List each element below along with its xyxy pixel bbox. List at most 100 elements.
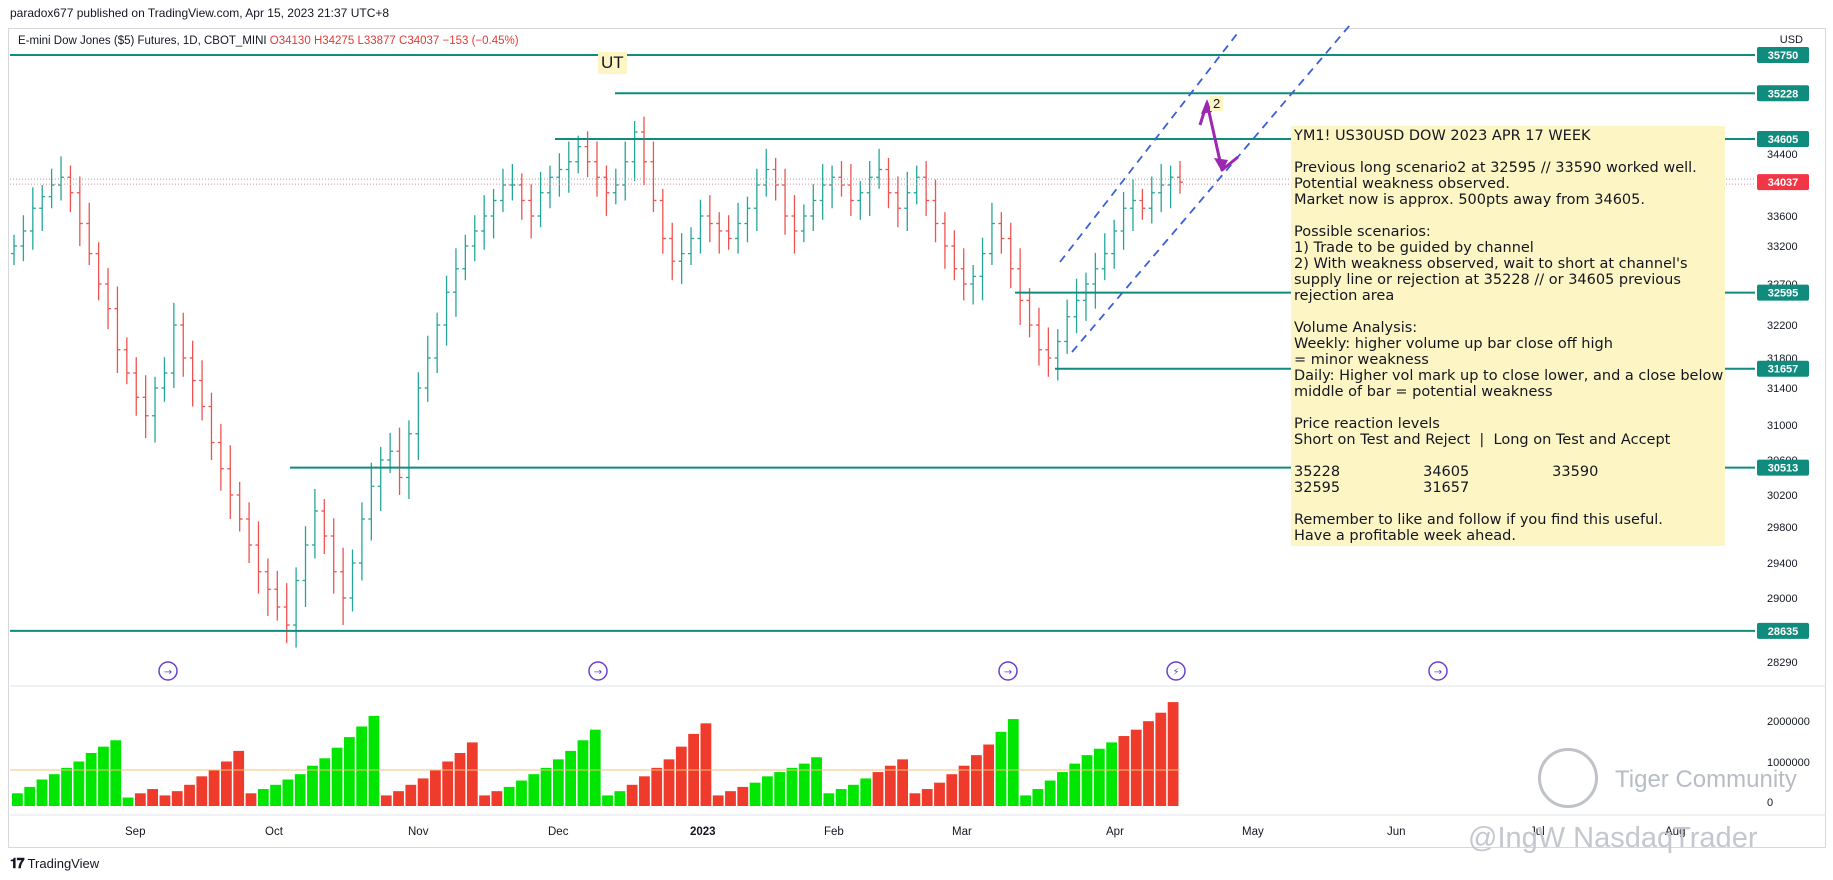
watermark-community: Tiger Community (1615, 766, 1797, 793)
price-tick-label: 33600 (1767, 211, 1798, 223)
volume-bar (761, 776, 773, 806)
ut-annotation: UT (598, 52, 627, 74)
volume-bar (257, 789, 269, 806)
volume-bar (1155, 712, 1167, 806)
note-line: Possible scenarios: (1294, 224, 1431, 240)
volume-bar (651, 767, 663, 806)
level-price-tag (1757, 47, 1809, 63)
volume-bar (663, 759, 675, 806)
note-line: Price reaction levels (1294, 416, 1440, 432)
tiger-logo-icon (1538, 748, 1598, 808)
symbol-name[interactable]: E-mini Dow Jones ($5) Futures, 1D, CBOT_… (18, 35, 267, 47)
volume-bar (331, 747, 343, 806)
price-tick-label: 32200 (1767, 320, 1798, 332)
note-line: Remember to like and follow if you find … (1294, 512, 1663, 528)
level-price-label: 35228 (1768, 88, 1799, 100)
volume-bar (1032, 789, 1044, 806)
volume-bar (528, 774, 540, 806)
volume-bar (393, 791, 404, 806)
volume-bar (466, 742, 478, 806)
note-line (1294, 144, 1722, 160)
volume-bar (626, 784, 638, 806)
close-value: C34037 (399, 35, 440, 47)
volume-bar (811, 757, 822, 806)
note-line: Daily: Higher vol mark up to close lower… (1294, 368, 1724, 384)
last-price-tag (1757, 174, 1809, 191)
price-tick-label: 33200 (1767, 241, 1798, 253)
volume-bar (417, 778, 429, 806)
event-icon-glyph: ⚡ (1172, 667, 1179, 678)
volume-bar (946, 774, 958, 806)
time-tick-label: Jun (1387, 826, 1406, 838)
volume-bar (749, 782, 761, 806)
time-tick-label: Nov (408, 826, 429, 838)
note-line: Volume Analysis: (1294, 320, 1418, 336)
note-line: 32595 31657 (1294, 480, 1470, 496)
price-tick-label: 28290 (1767, 657, 1798, 669)
volume-bar (1167, 702, 1179, 806)
volume-bar (1057, 772, 1068, 806)
volume-bar (970, 755, 982, 806)
volume-bar (221, 761, 232, 806)
volume-bar (897, 759, 909, 806)
price-tick-label: 30200 (1767, 490, 1798, 502)
note-line (1294, 304, 1722, 320)
event-icon (158, 661, 178, 681)
footer-brand[interactable]: TradingView (27, 856, 100, 871)
volume-bar (614, 791, 626, 806)
analysis-note[interactable]: YM1! US30USD DOW 2023 APR 17 WEEK Previo… (1291, 126, 1725, 546)
channel-lower-line (1071, 24, 1351, 353)
level-price-label: 31657 (1768, 364, 1799, 376)
volume-bar (233, 750, 245, 806)
volume-bar (73, 761, 85, 806)
price-tick-label: 29400 (1767, 558, 1798, 570)
time-tick-label: May (1242, 826, 1264, 838)
volume-bar (995, 731, 1007, 806)
last-price-label: 34037 (1768, 177, 1799, 189)
note-line (1294, 496, 1722, 512)
volume-bar (552, 759, 564, 806)
price-tick-label: 29000 (1767, 593, 1798, 605)
footer: 𝟏𝟕 TradingView (10, 855, 99, 872)
volume-bar (1143, 721, 1154, 806)
volume-bar (454, 753, 466, 806)
volume-bar (442, 761, 454, 806)
volume-bar (1106, 742, 1118, 806)
publisher-header: paradox677 published on TradingView.com,… (10, 6, 390, 20)
volume-bar (909, 793, 921, 806)
time-tick-label: Apr (1106, 826, 1124, 838)
note-line: Weekly: higher volume up bar close off h… (1294, 336, 1613, 352)
volume-bar (380, 795, 392, 806)
note-line: Have a profitable week ahead. (1294, 528, 1516, 544)
volume-tick-label: 2000000 (1767, 716, 1810, 728)
event-icon-glyph: → (594, 667, 602, 678)
price-tick-label: 34400 (1767, 149, 1798, 161)
volume-bar (405, 784, 417, 806)
level-price-tag (1757, 284, 1809, 301)
time-tick-label: Mar (952, 826, 972, 838)
level-price-tag (1757, 360, 1809, 377)
note-line (1294, 208, 1722, 224)
event-icon (1428, 661, 1448, 681)
volume-bar (294, 774, 306, 806)
note-line (1294, 400, 1722, 416)
volume-tick-label: 1000000 (1767, 757, 1810, 769)
volume-bar (479, 795, 490, 806)
volume-bar (848, 784, 859, 806)
volume-bar (589, 729, 601, 806)
projection-arrow (1198, 101, 1239, 172)
volume-bar (245, 793, 257, 806)
volume-bar (516, 780, 527, 806)
level-price-label: 30513 (1768, 463, 1799, 475)
price-tick-label: 31000 (1767, 420, 1798, 432)
volume-bar (184, 784, 195, 806)
volume-bar (270, 784, 281, 806)
level-price-label: 28635 (1768, 626, 1799, 638)
volume-bar (147, 789, 159, 806)
event-icon (588, 661, 608, 681)
event-icon (1166, 661, 1186, 681)
time-tick-label: Aug (1665, 826, 1685, 838)
volume-bar (356, 726, 368, 806)
level-price-label: 32595 (1768, 288, 1799, 300)
